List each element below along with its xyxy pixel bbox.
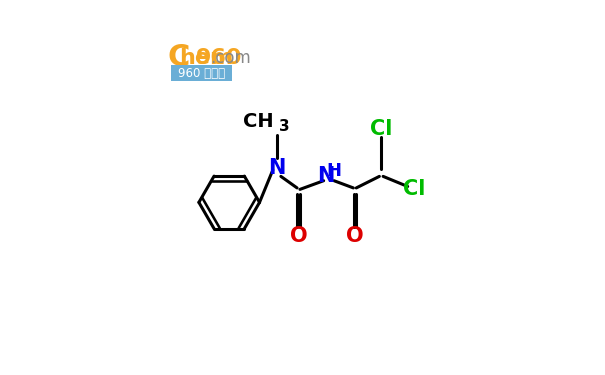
- Text: CH: CH: [243, 112, 274, 131]
- Text: N: N: [317, 166, 335, 186]
- Text: Cl: Cl: [403, 179, 425, 200]
- Text: O: O: [290, 226, 307, 246]
- Text: H: H: [326, 162, 341, 180]
- Text: .com: .com: [211, 49, 251, 67]
- Text: 3: 3: [279, 119, 289, 134]
- Text: C: C: [167, 44, 189, 72]
- Text: 960 化工网: 960 化工网: [178, 67, 225, 80]
- Text: O: O: [346, 226, 364, 246]
- Text: hem: hem: [180, 48, 234, 68]
- FancyBboxPatch shape: [171, 65, 232, 81]
- Text: 960: 960: [196, 48, 243, 68]
- Text: N: N: [268, 158, 286, 178]
- Text: Cl: Cl: [370, 119, 392, 139]
